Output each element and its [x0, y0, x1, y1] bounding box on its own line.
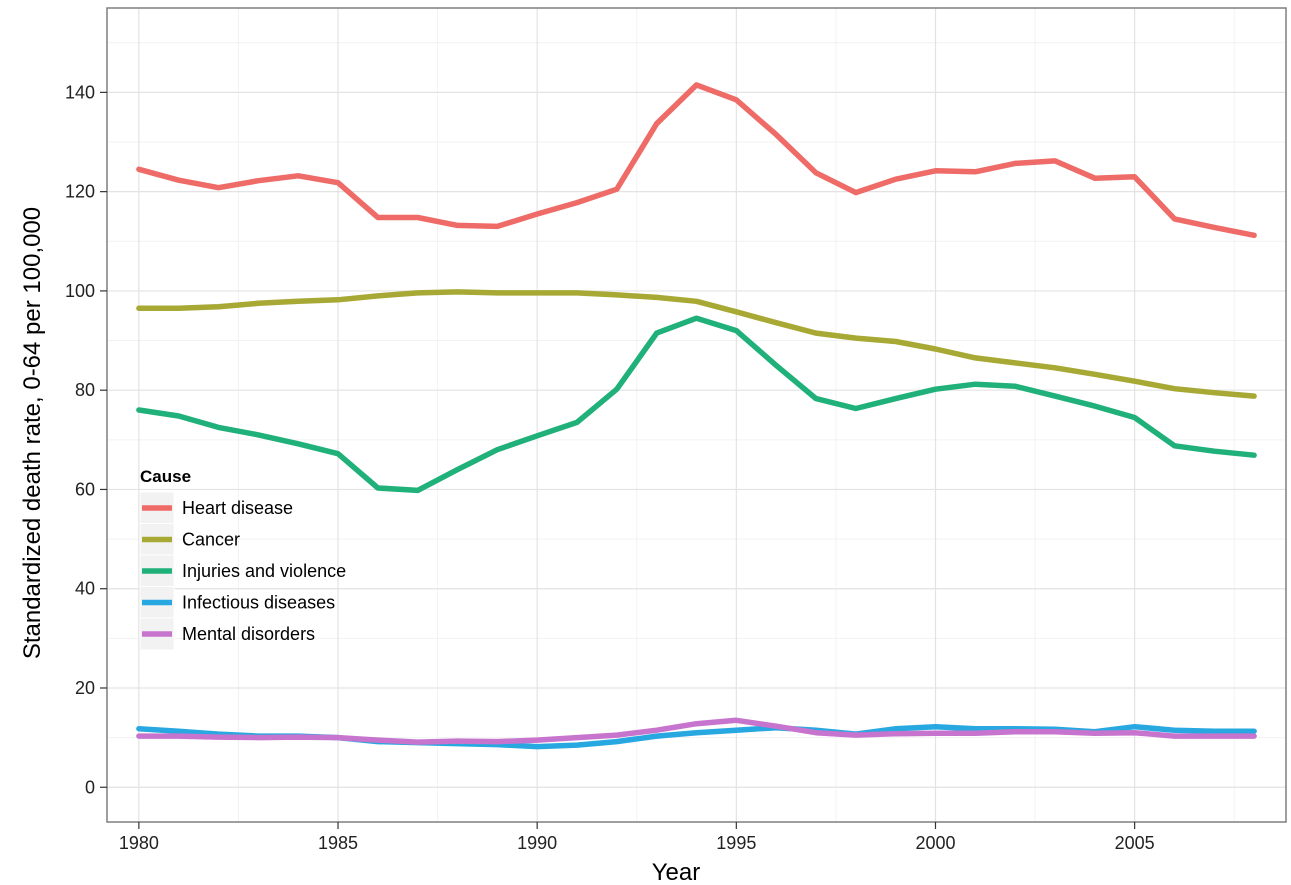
legend-item-injuries-and-violence: Injuries and violence	[139, 554, 346, 588]
plot-border	[106, 7, 1287, 823]
y-tick-label: 60	[75, 479, 95, 499]
series-line-cancer	[136, 289, 1257, 399]
x-axis: 1980 1985 1990 1995 2000 2005	[119, 822, 1155, 853]
legend-item-infectious-diseases: Infectious diseases	[139, 586, 335, 619]
y-axis-title: Standardized death rate, 0-64 per 100,00…	[19, 207, 46, 659]
y-tick-label: 20	[75, 678, 95, 698]
legend-title: Cause	[140, 467, 191, 486]
legend-item-heart-disease: Heart disease	[139, 491, 293, 525]
y-tick-label: 0	[85, 777, 95, 797]
x-tick-label: 1980	[119, 833, 159, 853]
x-tick-label: 1985	[318, 833, 358, 853]
series-line-injuries-and-violence	[136, 315, 1257, 494]
x-axis-title: Year	[652, 859, 701, 885]
legend-item-mental-disorders: Mental disorders	[139, 617, 315, 651]
plot-background	[107, 8, 1286, 822]
y-tick-label: 100	[65, 281, 95, 301]
y-tick-label: 80	[75, 380, 95, 400]
series-lines	[136, 82, 1257, 750]
x-tick-label: 2005	[1115, 833, 1155, 853]
legend: Cause Heart disease Cancer Injuries and vio…	[139, 467, 346, 651]
y-tick-label: 40	[75, 579, 95, 599]
series-line-mental-disorders	[136, 717, 1257, 745]
legend-item-cancer: Cancer	[139, 523, 240, 556]
x-tick-label: 1995	[716, 833, 756, 853]
y-tick-label: 120	[65, 182, 95, 202]
x-tick-label: 1990	[517, 833, 557, 853]
legend-label: Cancer	[182, 530, 240, 550]
legend-label: Infectious diseases	[182, 593, 335, 613]
y-axis: 0 20 40 60 80 100 120 140	[65, 82, 107, 797]
y-tick-label: 140	[65, 82, 95, 102]
grid-major	[107, 8, 1286, 822]
grid-minor	[107, 8, 1286, 822]
x-tick-label: 2000	[915, 833, 955, 853]
series-line-heart-disease	[136, 82, 1257, 239]
legend-label: Heart disease	[182, 498, 293, 518]
legend-label: Injuries and violence	[182, 561, 346, 581]
legend-label: Mental disorders	[182, 624, 315, 644]
